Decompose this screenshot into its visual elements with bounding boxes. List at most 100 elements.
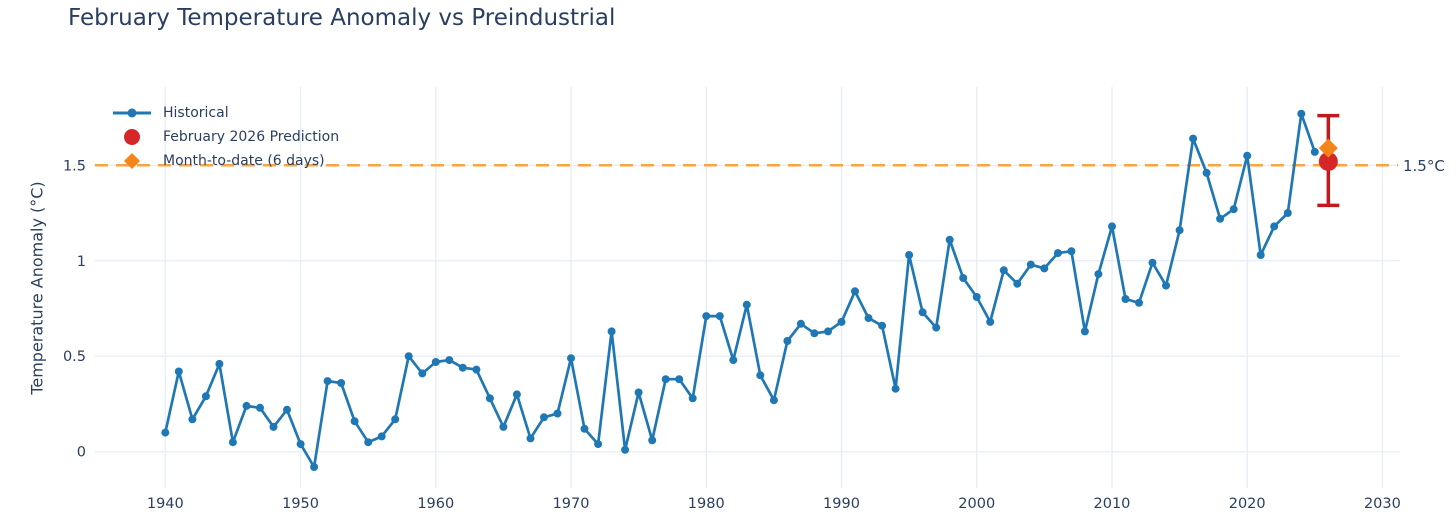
historical-point — [999, 266, 1008, 275]
historical-point — [986, 317, 995, 326]
historical-point — [1108, 222, 1116, 231]
x-tick-label: 1990 — [823, 496, 860, 512]
historical-point — [431, 358, 440, 366]
historical-point — [188, 415, 197, 424]
historical-point — [972, 293, 981, 301]
historical-point — [1053, 249, 1062, 258]
historical-point — [810, 329, 819, 338]
historical-point — [1175, 226, 1184, 235]
historical-point — [1094, 270, 1103, 279]
historical-point — [783, 337, 792, 345]
line-dot-icon — [113, 108, 151, 118]
historical-point — [878, 321, 887, 330]
legend-label-historical: Historical — [163, 105, 229, 121]
x-tick-label: 1980 — [688, 496, 725, 512]
historical-point — [648, 436, 657, 445]
y-tick-label: 1.5 — [63, 158, 86, 174]
historical-point — [540, 413, 548, 422]
historical-point — [1026, 260, 1035, 269]
historical-point — [242, 401, 251, 410]
x-tick-label: 1960 — [417, 496, 454, 512]
historical-point — [1040, 264, 1049, 273]
historical-point — [661, 375, 670, 384]
historical-point — [945, 235, 954, 244]
legend-item-prediction[interactable]: February 2026 Prediction — [111, 125, 339, 149]
legend-label-prediction: February 2026 Prediction — [163, 129, 340, 145]
historical-point — [567, 354, 575, 363]
historical-point — [161, 428, 170, 437]
historical-point — [756, 371, 765, 380]
historical-point — [296, 440, 305, 449]
historical-point — [472, 365, 481, 374]
historical-point — [796, 319, 805, 328]
historical-point — [1216, 214, 1225, 223]
historical-point — [553, 409, 562, 418]
historical-point — [228, 438, 237, 447]
historical-point — [283, 405, 291, 414]
historical-point — [215, 359, 224, 368]
x-tick-label: 2010 — [1094, 496, 1131, 512]
historical-point — [391, 415, 400, 424]
historical-point — [675, 375, 684, 384]
x-tick-label: 1940 — [147, 496, 184, 512]
historical-point — [445, 356, 454, 365]
y-tick-label: 0 — [77, 445, 86, 461]
historical-point — [580, 424, 589, 433]
x-tick-label: 1970 — [553, 496, 590, 512]
historical-point — [1148, 258, 1157, 267]
historical-point — [594, 440, 603, 449]
historical-point — [499, 422, 508, 431]
historical-point — [634, 388, 643, 397]
x-tick-label: 2000 — [958, 496, 995, 512]
historical-point — [337, 379, 346, 387]
historical-line — [163, 112, 1317, 469]
historical-point — [1080, 327, 1089, 336]
prediction-marker — [1318, 151, 1338, 171]
circle-marker-icon — [124, 129, 140, 145]
historical-point — [310, 463, 319, 471]
historical-point — [1243, 151, 1252, 160]
legend-label-month-to-date: Month-to-date (6 days) — [163, 153, 325, 169]
y-tick-label: 0.5 — [63, 349, 86, 365]
historical-point — [729, 356, 738, 365]
historical-point — [1256, 251, 1265, 259]
legend-item-month-to-date[interactable]: Month-to-date (6 days) — [111, 149, 339, 173]
historical-point — [769, 396, 778, 405]
historical-point — [959, 274, 968, 282]
reference-line-label: 1.5°C — [1403, 157, 1445, 175]
historical-point — [837, 317, 846, 326]
historical-point — [824, 327, 832, 336]
historical-point — [364, 438, 373, 447]
historical-point — [404, 352, 413, 361]
historical-point — [1135, 298, 1143, 307]
historical-point — [269, 422, 278, 431]
historical-point — [1310, 147, 1319, 156]
historical-point — [702, 312, 711, 321]
historical-point — [323, 377, 332, 386]
historical-point — [1189, 134, 1198, 143]
historical-point — [174, 367, 183, 376]
historical-point — [621, 445, 630, 454]
historical-point — [1067, 247, 1076, 256]
historical-point — [458, 363, 467, 372]
historical-point — [851, 287, 859, 296]
historical-point — [418, 369, 427, 378]
historical-point — [512, 390, 521, 399]
historical-point — [201, 392, 210, 401]
historical-point — [891, 384, 900, 393]
historical-point — [377, 432, 386, 441]
historical-point — [742, 300, 751, 309]
historical-point — [350, 417, 359, 426]
historical-point — [864, 314, 873, 323]
y-tick-label: 1 — [77, 254, 86, 270]
x-tick-label: 2020 — [1229, 496, 1266, 512]
historical-point — [1202, 168, 1211, 177]
legend-item-historical[interactable]: Historical — [111, 101, 339, 125]
historical-point — [256, 403, 264, 412]
historical-point — [1283, 209, 1292, 217]
historical-point — [688, 394, 697, 403]
historical-point — [526, 434, 535, 443]
historical-point — [1162, 281, 1170, 290]
